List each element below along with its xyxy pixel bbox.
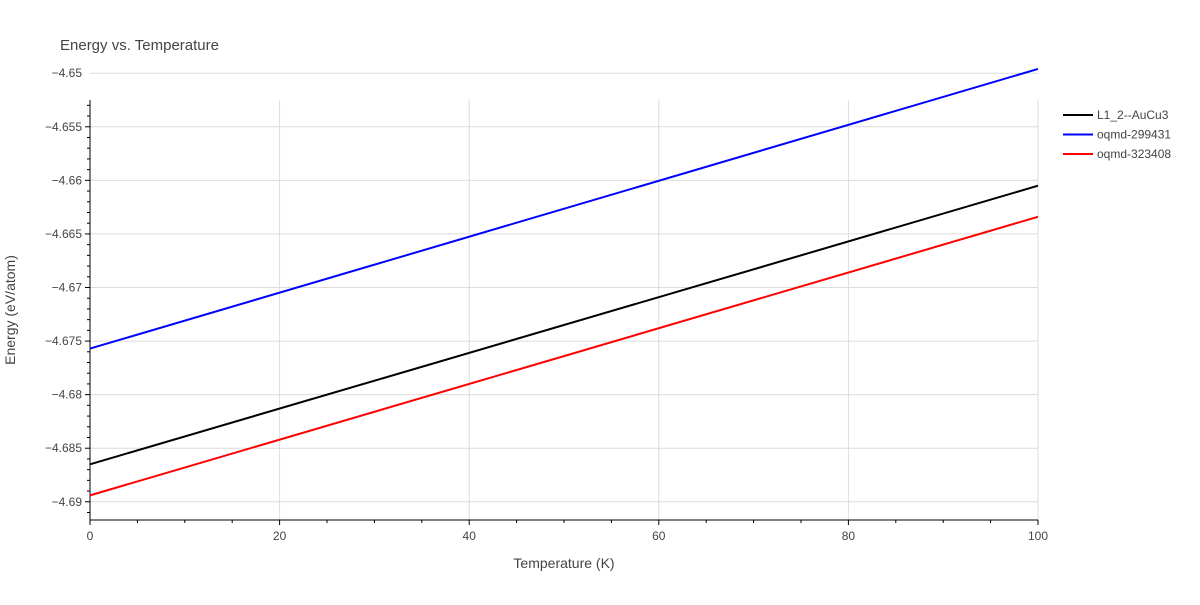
plot-area [89,67,1039,497]
legend-item[interactable]: L1_2--AuCu3 [1063,108,1169,122]
legend-label: oqmd-323408 [1097,147,1171,161]
y-tick-label: −4.68 [52,388,83,402]
x-tick-label: 20 [273,529,287,543]
x-tick-label: 60 [652,529,666,543]
y-tick-label: −4.675 [45,334,82,348]
y-tick-label: −4.65 [52,66,83,80]
series-line-oqmd-299431[interactable] [89,67,1039,350]
y-tick-label: −4.655 [45,120,82,134]
y-tick-label: −4.665 [45,227,82,241]
legend-label: oqmd-299431 [1097,128,1171,142]
legend[interactable]: L1_2--AuCu3 oqmd-299431 oqmd-323408 [1063,108,1171,161]
legend-item[interactable]: oqmd-323408 [1063,147,1171,161]
x-axis-title: Temperature (K) [513,555,614,571]
axes: 0 20 40 60 80 100 −4.65 −4.655 −4.66 −4.665 −4.67 −… [45,66,1048,543]
series-line-L1_2--AuCu3[interactable] [89,184,1039,466]
chart-title: Energy vs. Temperature [60,37,219,54]
y-axis-title: Energy (eV/atom) [2,255,18,365]
y-tick-label: −4.66 [52,173,83,187]
y-tick-label: −4.67 [52,281,83,295]
legend-item[interactable]: oqmd-299431 [1063,128,1171,142]
x-tick-label: 100 [1028,529,1048,543]
x-tick-label: 0 [87,529,94,543]
grid [90,72,1039,520]
y-tick-label: −4.69 [52,495,83,509]
legend-label: L1_2--AuCu3 [1097,108,1169,122]
y-tick-label: −4.685 [45,441,82,455]
x-tick-label: 40 [463,529,477,543]
x-tick-label: 80 [842,529,856,543]
series-line-oqmd-323408[interactable] [89,215,1039,497]
